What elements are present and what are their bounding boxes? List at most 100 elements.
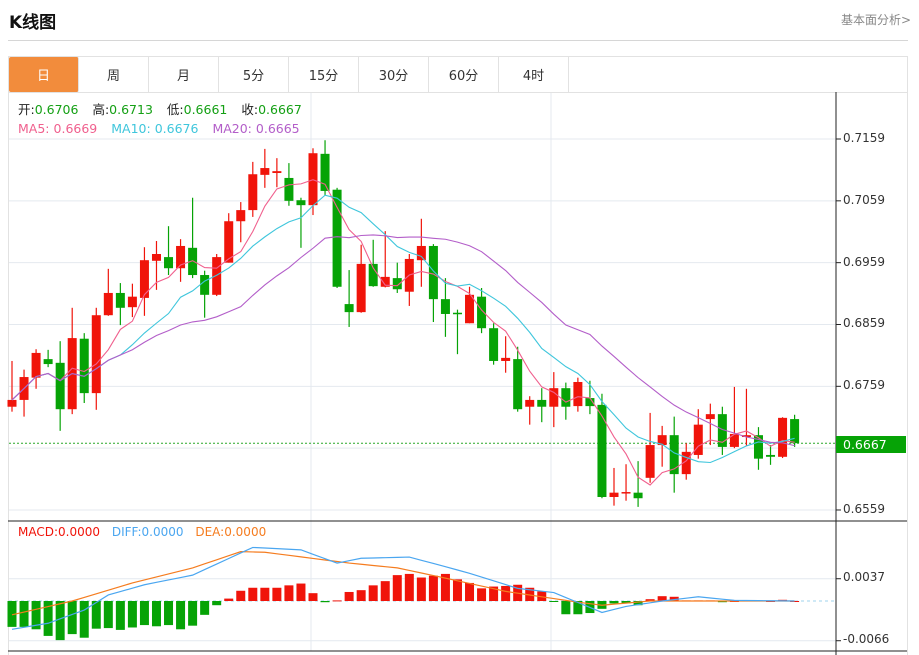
tab-day[interactable]: 日 <box>9 57 79 92</box>
ma10-line <box>11 194 795 464</box>
macd-bar <box>489 586 499 601</box>
tab-4hour[interactable]: 4时 <box>499 57 569 92</box>
macd-tick: -0.0066 <box>843 632 890 646</box>
tab-month[interactable]: 月 <box>149 57 219 92</box>
candle-body <box>392 278 402 290</box>
candle-body <box>151 254 161 261</box>
ma5-value: 0.6669 <box>53 121 98 136</box>
candle-body <box>344 304 354 313</box>
candle-body <box>778 417 788 457</box>
macd-bar <box>477 588 487 601</box>
candle-body <box>200 275 210 295</box>
fundamental-analysis-link[interactable]: 基本面分析> <box>840 13 911 27</box>
candle-body <box>657 435 667 446</box>
price-tick: 0.7059 <box>843 193 885 207</box>
candle-body <box>537 399 547 407</box>
candle-body <box>368 263 378 287</box>
macd-bar <box>91 601 101 629</box>
candle-body <box>440 299 450 314</box>
ohlc-info: 开:0.6706 高:0.6713 低:0.6661 收:0.6667 MA5:… <box>18 100 312 138</box>
candle-body <box>561 388 571 407</box>
open-label: 开: <box>18 102 35 117</box>
candle-body <box>573 381 583 407</box>
macd-bar <box>657 596 667 601</box>
candle-body <box>428 245 438 300</box>
macd-bar <box>356 590 366 601</box>
candle-body <box>248 174 258 211</box>
candle-body <box>296 200 306 206</box>
price-tick: 0.6759 <box>843 378 885 392</box>
candle-body <box>790 419 800 444</box>
candle-body <box>139 260 149 298</box>
macd-bar <box>465 582 475 601</box>
macd-bar <box>633 601 643 606</box>
close-value: 0.6667 <box>258 102 302 117</box>
close-label: 收: <box>241 102 259 117</box>
candle-body <box>585 398 595 407</box>
macd-bar <box>260 587 270 601</box>
ma5-line <box>11 179 795 486</box>
low-value: 0.6661 <box>183 102 228 117</box>
high-label: 高: <box>92 102 110 117</box>
macd-bar <box>308 593 318 601</box>
candle-body <box>164 257 174 269</box>
macd-bar <box>609 601 619 604</box>
candle-body <box>525 399 535 407</box>
macd-bar <box>296 583 306 601</box>
price-tick: 0.6959 <box>843 255 885 269</box>
candle-body <box>320 153 330 191</box>
macd-bar <box>284 585 294 601</box>
tab-15min[interactable]: 15分 <box>289 57 359 92</box>
macd-bar <box>428 575 438 601</box>
macd-bar <box>645 599 655 601</box>
diff-value: DIFF:0.0000 <box>111 525 184 539</box>
period-tabs: 日 周 月 5分 15分 30分 60分 4时 <box>8 56 908 93</box>
ma20-line <box>11 234 795 447</box>
price-tick: 0.6859 <box>843 316 885 330</box>
candle-body <box>332 189 342 287</box>
candle-body <box>477 296 487 329</box>
macd-bar <box>151 601 161 627</box>
divider <box>8 40 908 41</box>
candle-body <box>260 168 270 175</box>
candle-body <box>43 359 53 365</box>
page-title: K线图 <box>9 13 57 33</box>
macd-bar <box>7 601 17 627</box>
candle-body <box>669 435 679 475</box>
macd-bar <box>19 601 29 627</box>
dea-value: DEA:0.0000 <box>195 525 267 539</box>
candle-body <box>176 245 186 269</box>
candle-body <box>127 296 137 308</box>
tab-60min[interactable]: 60分 <box>429 57 499 92</box>
candle-body <box>212 257 222 295</box>
macd-bar <box>452 579 462 601</box>
ma10-label: MA10: <box>111 121 151 136</box>
macd-bar <box>188 601 198 626</box>
candle-body <box>717 414 727 447</box>
macd-value: MACD:0.0000 <box>18 525 101 539</box>
candle-body <box>549 388 559 407</box>
macd-bar <box>43 601 53 636</box>
candle-body <box>597 404 607 497</box>
diff-line <box>11 546 795 630</box>
macd-bar <box>332 600 342 602</box>
candle-body <box>465 294 475 324</box>
candle-body <box>380 276 390 287</box>
macd-bar <box>224 598 234 601</box>
macd-bar <box>103 601 113 629</box>
tab-30min[interactable]: 30分 <box>359 57 429 92</box>
macd-info: MACD:0.0000 DIFF:0.0000 DEA:0.0000 <box>18 525 274 539</box>
tab-5min[interactable]: 5分 <box>219 57 289 92</box>
macd-bar <box>248 587 258 601</box>
tab-week[interactable]: 周 <box>79 57 149 92</box>
candle-body <box>681 451 691 475</box>
macd-bar <box>621 601 631 604</box>
candle-body <box>513 359 523 410</box>
macd-bar <box>549 601 559 602</box>
macd-bar <box>127 601 137 628</box>
candle-body <box>621 492 631 494</box>
candle-body <box>356 263 366 313</box>
macd-bar <box>380 581 390 601</box>
macd-bar <box>67 601 77 635</box>
